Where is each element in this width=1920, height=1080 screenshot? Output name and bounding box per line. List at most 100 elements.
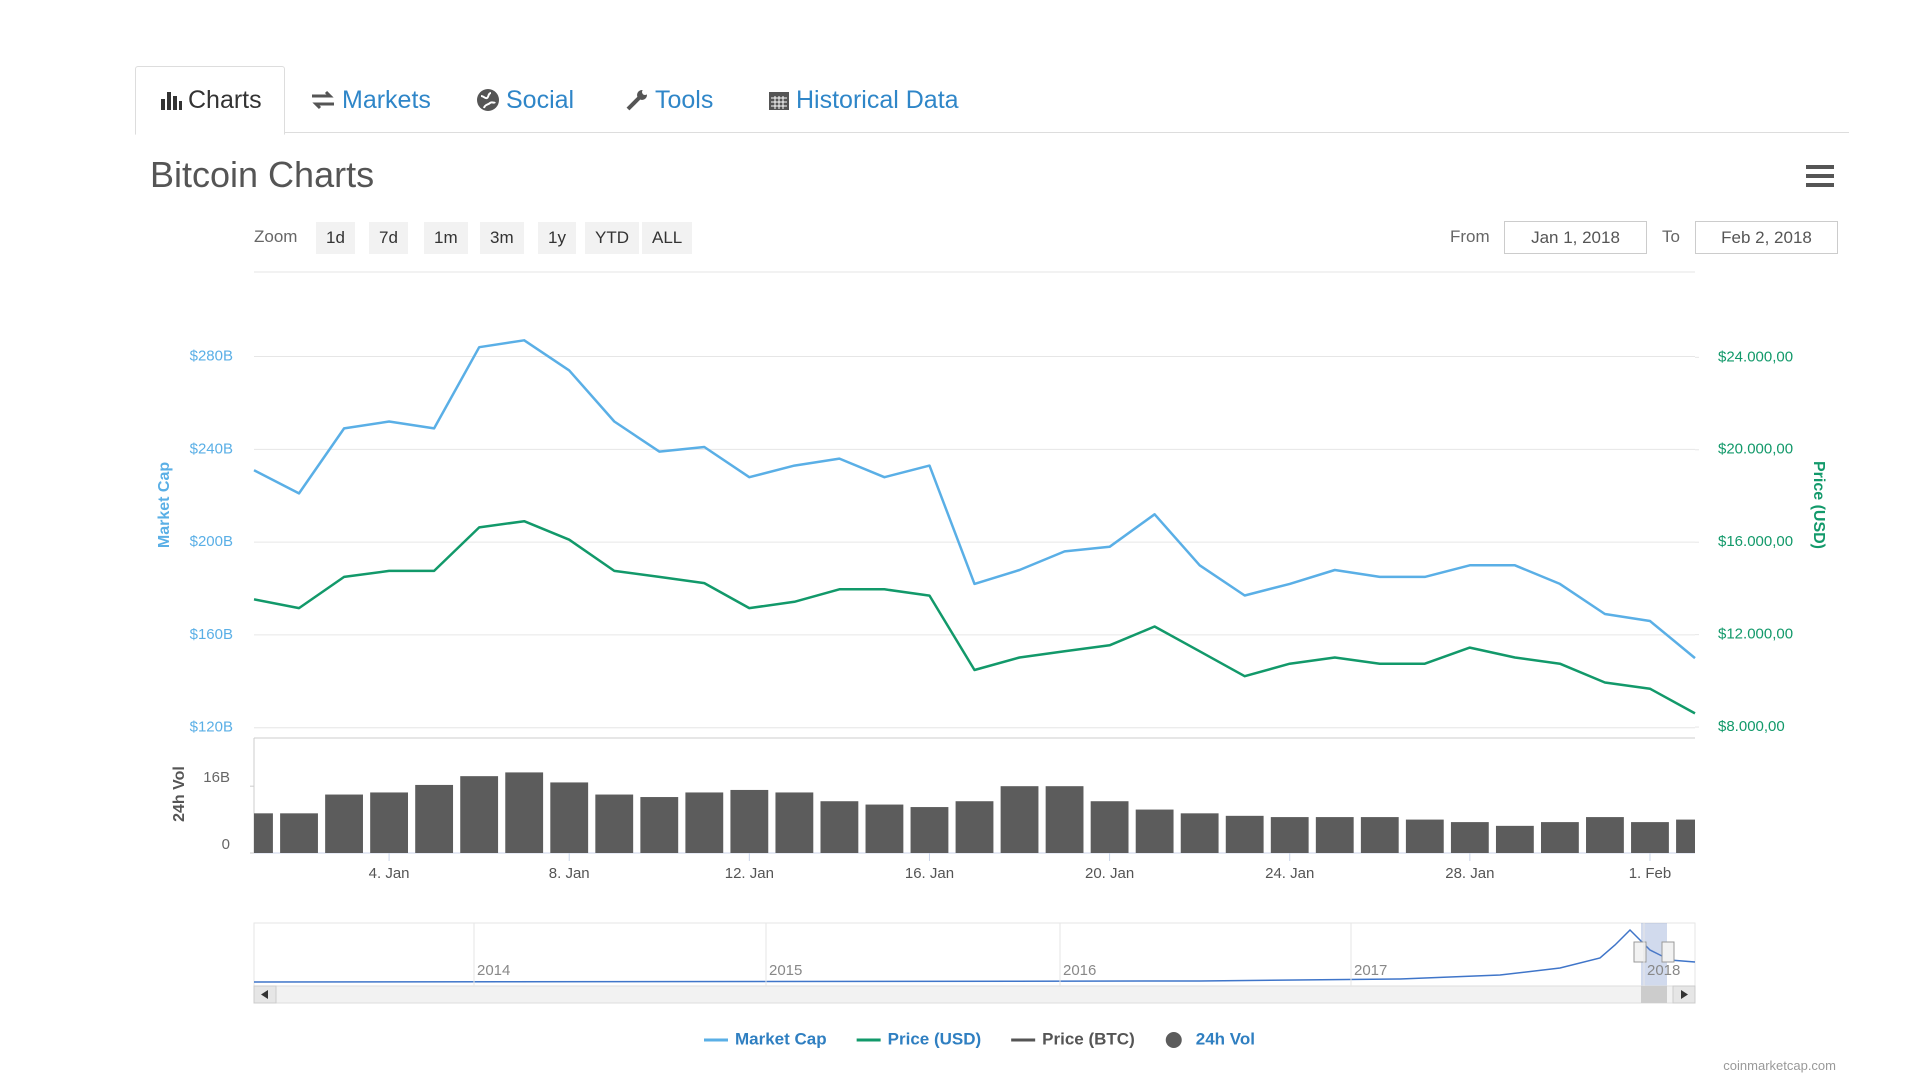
x-tick-label: 4. Jan: [369, 865, 410, 882]
volume-bar: [550, 782, 589, 853]
zoom-button[interactable]: ALL: [642, 222, 693, 254]
zoom-label: Zoom: [254, 227, 298, 246]
to-input[interactable]: Feb 2, 2018: [1695, 221, 1838, 254]
y-axis-title: Market Cap: [156, 462, 173, 548]
navigator-label: 2014: [477, 962, 510, 979]
volume-bar: [280, 813, 318, 853]
icon: [312, 90, 334, 110]
icon: [626, 89, 648, 111]
volume-bar: [865, 804, 904, 853]
y2-axis-title: Price (USD): [1810, 461, 1827, 549]
icon: [477, 89, 499, 111]
volume-bar: [1360, 817, 1399, 853]
volume-bar: [955, 801, 994, 853]
volume-bar: [370, 792, 409, 853]
volume-bar: [325, 794, 363, 853]
volume-bar: [1045, 786, 1084, 853]
navigator-handle[interactable]: [1633, 941, 1647, 963]
volume-bar: [820, 801, 859, 853]
zoom-button[interactable]: YTD: [585, 222, 639, 254]
navigator-label: 2015: [769, 962, 802, 979]
legend-label[interactable]: Price (USD): [888, 1029, 982, 1048]
volume-bar: [1586, 817, 1624, 853]
y3-tick-label: 16B: [203, 769, 230, 786]
volume-bar: [1405, 819, 1444, 853]
scrollbar[interactable]: [253, 985, 1696, 1004]
volume-bar: [1000, 786, 1039, 853]
volume-bar: [910, 807, 949, 853]
x-tick-label: 12. Jan: [725, 865, 774, 882]
tab[interactable]: Social: [476, 82, 574, 118]
legend-label[interactable]: Market Cap: [735, 1029, 827, 1048]
arrow: [261, 990, 268, 999]
y2-tick-label: $20.000,00: [1718, 441, 1793, 458]
zoom-button[interactable]: 1d: [316, 222, 355, 254]
y-tick-label: $240B: [190, 440, 233, 457]
tab[interactable]: Markets: [310, 82, 431, 118]
navigator-handle[interactable]: [1661, 941, 1675, 963]
volume-bar: [1676, 819, 1695, 853]
tab[interactable]: Tools: [625, 82, 713, 118]
volume-bar: [1090, 801, 1129, 853]
tab[interactable]: Charts: [160, 82, 262, 118]
tab[interactable]: Historical Data: [768, 82, 959, 118]
legend-label[interactable]: Price (BTC): [1042, 1029, 1135, 1048]
volume-bar: [415, 784, 454, 853]
volume-bar: [1631, 822, 1669, 853]
y-tick-label: $200B: [190, 533, 233, 550]
volume-bar: [254, 813, 273, 853]
volume-bar: [640, 797, 679, 853]
navigator-label: 2017: [1354, 962, 1387, 979]
series-line: [253, 519, 1696, 715]
to-label: To: [1662, 227, 1680, 246]
active-tab[interactable]: [135, 66, 285, 135]
x-tick-label: 28. Jan: [1445, 865, 1494, 882]
volume-bar: [1135, 809, 1174, 853]
navigator: [253, 922, 1696, 988]
icon: [161, 92, 182, 110]
volume-bar: [775, 792, 814, 853]
navigator-label: 2018: [1647, 962, 1680, 979]
legend-symbol: [1165, 1032, 1182, 1048]
x-tick-label: 24. Jan: [1265, 865, 1314, 882]
x-tick-label: 16. Jan: [905, 865, 954, 882]
volume-bar: [1450, 822, 1489, 853]
volume-bar: [1225, 815, 1264, 853]
volume-bar: [1495, 825, 1534, 853]
y-tick-label: $120B: [190, 719, 233, 736]
volume-bar: [1540, 822, 1579, 853]
navigator-line: [253, 928, 1696, 983]
tab-label: Charts: [188, 85, 262, 114]
y2-tick-label: $24.000,00: [1718, 348, 1793, 365]
page-title: Bitcoin Charts: [150, 154, 375, 195]
y3-axis-title: 24h Vol: [171, 766, 188, 822]
volume-bar: [730, 789, 769, 853]
x-tick-label: 20. Jan: [1085, 865, 1134, 882]
volume-bars: [254, 772, 1695, 853]
y3-tick-label: 0: [222, 836, 230, 853]
menu-button[interactable]: [1806, 165, 1834, 187]
from-label: From: [1450, 227, 1490, 246]
volume-bar: [685, 792, 724, 853]
zoom-button[interactable]: 1m: [424, 222, 468, 254]
zoom-button[interactable]: 3m: [480, 222, 524, 254]
y2-tick-label: $8.000,00: [1718, 718, 1785, 735]
scroll-thumb[interactable]: [1641, 986, 1667, 1003]
volume-bar: [460, 776, 499, 853]
tab-label: Social: [506, 85, 575, 114]
legend-label[interactable]: 24h Vol: [1196, 1029, 1255, 1048]
series-line: [253, 339, 1696, 660]
tab-label: Tools: [655, 85, 714, 114]
tab-label: Historical Data: [796, 85, 959, 114]
volume-bar: [1315, 817, 1354, 853]
zoom-button[interactable]: 1y: [538, 222, 576, 254]
volume-bar: [1270, 817, 1309, 853]
y2-tick-label: $12.000,00: [1718, 626, 1793, 643]
y-tick-label: $280B: [190, 347, 233, 364]
x-tick-label: 8. Jan: [549, 865, 590, 882]
zoom-button[interactable]: 7d: [369, 222, 408, 254]
arrow: [1681, 990, 1688, 999]
from-input[interactable]: Jan 1, 2018: [1504, 221, 1647, 254]
volume-bar: [595, 794, 634, 853]
